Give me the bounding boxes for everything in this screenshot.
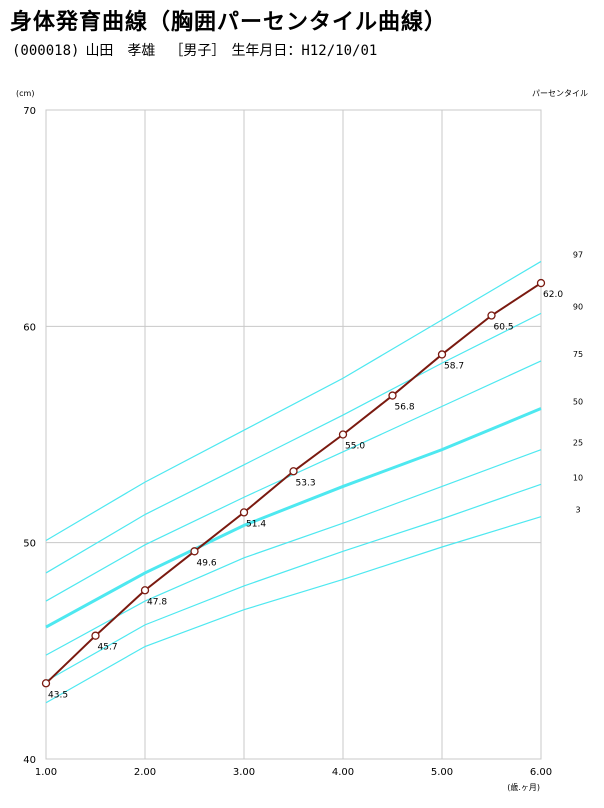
percentile-curve-3	[45, 516, 542, 704]
x-tick-label: 5.00	[431, 767, 453, 778]
x-axis-label: (歳.ヶ月)	[507, 782, 540, 792]
measurement-series	[41, 278, 546, 688]
x-tick-label: 3.00	[233, 767, 255, 778]
percentile-curve-75	[45, 360, 542, 602]
chart-labels: (cm) パーセンタイル (歳.ヶ月) 1.00 2.00 3.00 4.00 5.00…	[16, 89, 588, 792]
data-label: 56.8	[395, 403, 415, 413]
data-label: 53.3	[296, 478, 316, 488]
data-point	[437, 350, 447, 359]
percentile-label-3: 3	[575, 506, 580, 515]
y-tick-label: 40	[23, 755, 36, 766]
y-tick-label: 70	[23, 106, 36, 117]
x-tick-label: 6.00	[530, 767, 552, 778]
percentile-label-97: 97	[573, 250, 583, 259]
x-tick-label: 4.00	[332, 767, 354, 778]
percentile-label-90: 90	[573, 302, 583, 311]
percentile-curve-25	[45, 449, 542, 656]
data-label: 60.5	[494, 323, 514, 333]
data-label: 43.5	[48, 690, 68, 700]
y-axis-label: (cm)	[16, 89, 34, 98]
data-label: 45.7	[98, 643, 118, 653]
data-point	[91, 631, 100, 640]
data-point	[289, 467, 298, 476]
data-point	[239, 508, 249, 517]
data-point	[487, 311, 496, 320]
legend-title: パーセンタイル	[532, 89, 588, 98]
percentile-label-25: 25	[573, 439, 583, 448]
y-tick-label: 50	[23, 539, 36, 550]
measurement-line	[45, 282, 542, 685]
page-title: 身体発育曲線（胸囲パーセンタイル曲線）	[10, 10, 448, 35]
data-label: 51.4	[246, 519, 266, 529]
percentile-curve-97	[45, 260, 542, 542]
x-tick-label: 1.00	[35, 767, 57, 778]
grid-lines	[45, 109, 542, 760]
data-point	[140, 586, 150, 595]
percentile-label-10: 10	[573, 473, 583, 482]
data-label: 49.6	[197, 558, 217, 568]
percentile-curve-10	[45, 483, 542, 682]
percentile-label-75: 75	[573, 350, 583, 359]
x-tick-label: 2.00	[134, 767, 156, 778]
percentile-curve-50	[45, 407, 542, 629]
patient-name: 山田 孝雄	[85, 43, 156, 59]
data-point	[41, 679, 51, 688]
data-point	[338, 430, 348, 439]
y-tick-label: 60	[23, 322, 36, 333]
data-label: 55.0	[345, 442, 365, 452]
patient-info: (000018) 山田 孝雄 ［男子］ 生年月日：H12/10/01	[12, 40, 391, 60]
patient-sex: ［男子］	[169, 43, 226, 59]
data-point	[388, 391, 397, 400]
percentile-curve-90	[45, 312, 542, 574]
data-label: 47.8	[147, 597, 167, 607]
percentile-curves	[45, 260, 542, 704]
data-point	[536, 278, 546, 288]
patient-id: (000018)	[12, 43, 80, 59]
data-point	[190, 547, 199, 556]
percentile-label-50: 50	[573, 398, 583, 407]
patient-birthdate: 生年月日：H12/10/01	[231, 43, 378, 59]
data-label: 58.7	[444, 361, 464, 371]
plot-frame	[45, 109, 542, 760]
data-label: 62.0	[543, 290, 563, 300]
